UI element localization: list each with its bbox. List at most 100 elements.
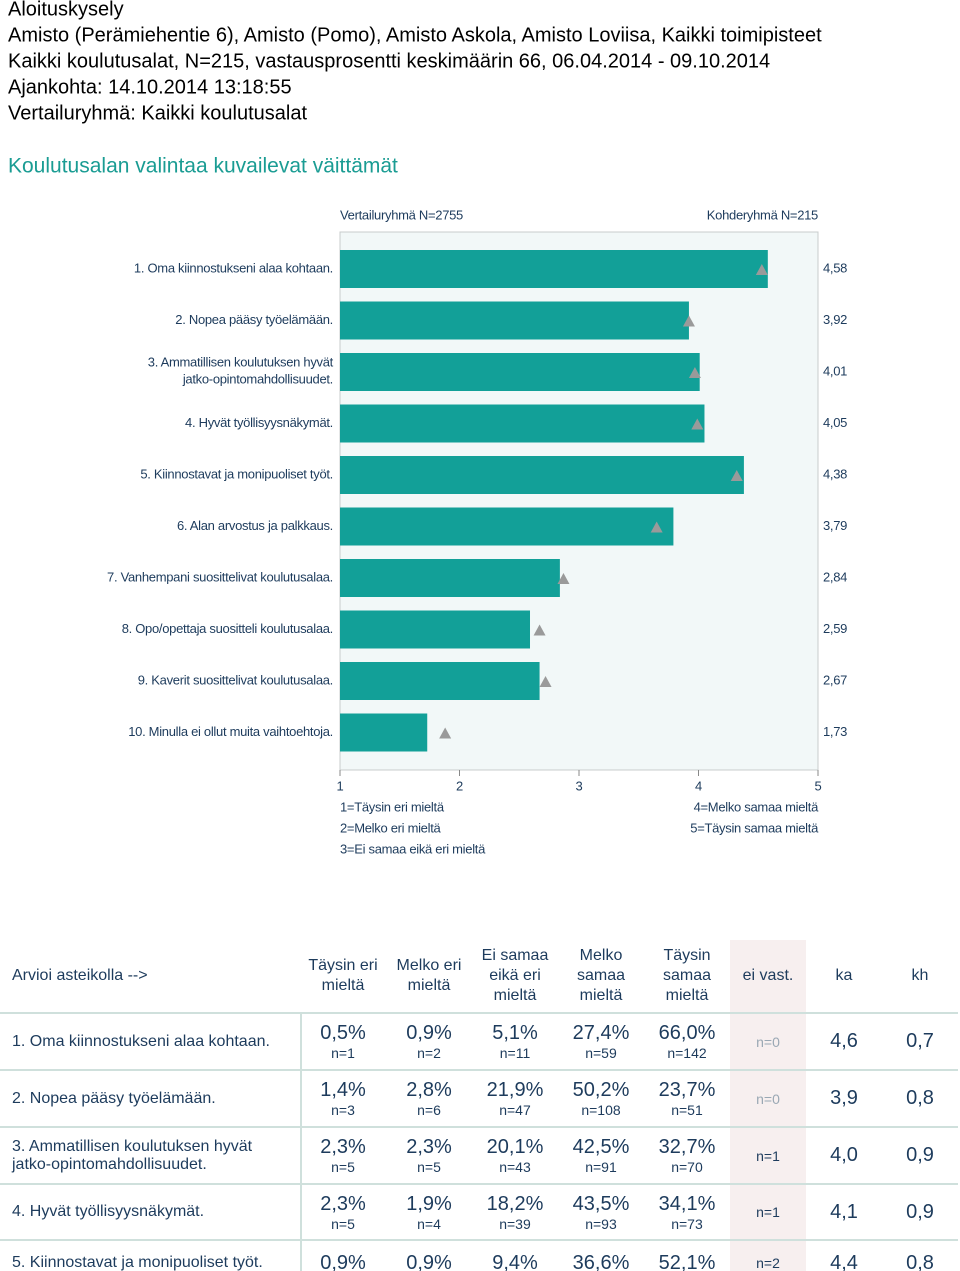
row-label: 1. Oma kiinnostukseni alaa kohtaan. bbox=[0, 1014, 302, 1069]
percentage: 52,1% bbox=[658, 1251, 716, 1271]
legend-label: Kohderyhmä N=215 bbox=[707, 207, 818, 222]
count: n=1 bbox=[331, 1045, 355, 1061]
answer-cell: 2,3% n=5 bbox=[300, 1128, 386, 1183]
column-header: ei vast. bbox=[742, 967, 794, 984]
bar bbox=[340, 713, 428, 752]
count: n=4 bbox=[417, 1215, 441, 1232]
percentage: 1,4% bbox=[320, 1079, 366, 1101]
percentage: 42,5% bbox=[572, 1136, 630, 1158]
no-answer: n=1 bbox=[756, 1204, 780, 1220]
value-label: 1,73 bbox=[823, 724, 847, 739]
percentage: 0,9% bbox=[320, 1251, 366, 1271]
std-dev: 0,9 bbox=[906, 1144, 934, 1166]
value-label: 2,67 bbox=[823, 672, 847, 687]
column-header: Täysin samaa mieltä bbox=[662, 947, 712, 1004]
value-label: 3,92 bbox=[823, 312, 847, 327]
column-header: Täysin eri mieltä bbox=[308, 957, 378, 994]
percentage: 66,0% bbox=[658, 1022, 716, 1044]
scale-label: Arvioi asteikolla --> bbox=[12, 967, 148, 984]
count: n=5 bbox=[331, 1215, 355, 1232]
percentage: 21,9% bbox=[486, 1079, 544, 1101]
bar bbox=[340, 353, 700, 391]
count: n=59 bbox=[585, 1045, 617, 1061]
header-row: Arvioi asteikolla --> Täysin eri mieltä Me… bbox=[0, 940, 958, 1014]
comparison-marker bbox=[682, 315, 695, 327]
answer-cell: 23,7% n=51 bbox=[644, 1071, 730, 1126]
answer-cell: 52,1% bbox=[644, 1241, 730, 1271]
value-label: 2,84 bbox=[823, 569, 847, 584]
count: n=47 bbox=[499, 1102, 531, 1118]
percentage: 2,8% bbox=[406, 1079, 452, 1101]
bar bbox=[340, 456, 744, 494]
scale-legend: 5=Täysin samaa mieltä bbox=[690, 820, 819, 835]
percentage: 20,1% bbox=[486, 1136, 544, 1158]
percentage: 27,4% bbox=[572, 1022, 630, 1044]
answer-cell: 34,1% n=73 bbox=[644, 1185, 730, 1239]
x-tick-label: 3 bbox=[576, 778, 583, 793]
percentage: 2,3% bbox=[406, 1136, 452, 1158]
column-header: Ei samaa eikä eri mieltä bbox=[481, 947, 549, 1004]
scale-legend: 2=Melko eri mieltä bbox=[340, 820, 442, 835]
no-answer: n=0 bbox=[756, 1033, 780, 1050]
answer-cell: 32,7% n=70 bbox=[644, 1128, 730, 1183]
column-header: kh bbox=[911, 967, 929, 984]
answer-cell: 50,2% n=108 bbox=[558, 1071, 644, 1126]
row-label: 3. Ammatillisen koulutuksen hyvät jatko-… bbox=[0, 1128, 302, 1183]
percentage: 2,3% bbox=[320, 1192, 366, 1215]
percentage: 43,5% bbox=[572, 1192, 630, 1215]
category-label: 9. Kaverit suosittelivat koulutusalaa. bbox=[138, 672, 333, 687]
count: n=51 bbox=[671, 1102, 703, 1118]
scale-legend: 3=Ei samaa eikä eri mieltä bbox=[340, 841, 486, 856]
count: n=3 bbox=[331, 1102, 355, 1118]
bar bbox=[340, 662, 540, 700]
column-header: Melko eri mieltä bbox=[396, 957, 462, 994]
answer-cell: 2,3% n=5 bbox=[300, 1185, 386, 1239]
answer-cell: 2,3% n=5 bbox=[386, 1128, 472, 1183]
comparison-marker bbox=[730, 470, 743, 481]
category-label: 7. Vanhempani suosittelivat koulutusalaa… bbox=[107, 569, 333, 584]
column-header: ka bbox=[835, 967, 853, 984]
percentage: 9,4% bbox=[492, 1251, 538, 1271]
answer-cell: 21,9% n=47 bbox=[472, 1071, 558, 1126]
value-label: 4,38 bbox=[823, 466, 847, 481]
count: n=5 bbox=[417, 1159, 441, 1175]
count: n=5 bbox=[331, 1159, 355, 1175]
count: n=6 bbox=[417, 1102, 441, 1118]
category-label: 10. Minulla ei ollut muita vaihtoehtoja. bbox=[128, 724, 333, 739]
comparison-marker bbox=[533, 624, 546, 636]
scale-legend: 4=Melko samaa mieltä bbox=[694, 799, 819, 814]
no-answer: n=1 bbox=[756, 1147, 780, 1164]
answer-cell: 1,9% n=4 bbox=[386, 1185, 472, 1239]
answer-cell: 0,5% n=1 bbox=[300, 1014, 386, 1069]
answer-cell: 66,0% n=142 bbox=[644, 1014, 730, 1069]
percentage: 18,2% bbox=[486, 1192, 544, 1215]
no-answer-column-bg bbox=[730, 940, 806, 1271]
percentage: 0,9% bbox=[406, 1251, 452, 1271]
header-line: Kaikki koulutusalat, N=215, vastausprose… bbox=[8, 50, 770, 72]
count: n=108 bbox=[581, 1102, 621, 1118]
comparison-marker bbox=[650, 521, 663, 533]
percentage: 32,7% bbox=[658, 1136, 716, 1158]
percentage: 23,7% bbox=[658, 1079, 716, 1101]
percentage: 1,9% bbox=[406, 1192, 452, 1215]
table-row: 4. Hyvät työllisyysnäkymät. 2,3% n=5 1,9% n=… bbox=[0, 1185, 958, 1241]
category-label: 2. Nopea pääsy työelämään. bbox=[175, 312, 333, 327]
row-label: 2. Nopea pääsy työelämään. bbox=[0, 1071, 302, 1126]
std-dev: 0,9 bbox=[906, 1200, 934, 1223]
bar bbox=[340, 250, 768, 288]
count: n=91 bbox=[585, 1159, 617, 1175]
value-label: 4,05 bbox=[823, 415, 847, 430]
value-label: 2,59 bbox=[823, 621, 847, 636]
mean: 4,1 bbox=[830, 1200, 858, 1223]
count: n=11 bbox=[499, 1045, 531, 1061]
section-title: Koulutusalan valintaa kuvailevat väittäm… bbox=[8, 155, 398, 178]
value-label: 3,79 bbox=[823, 518, 847, 533]
comparison-marker bbox=[755, 264, 768, 275]
category-label: 6. Alan arvostus ja palkkaus. bbox=[177, 518, 333, 533]
x-tick-label: 2 bbox=[456, 778, 463, 793]
table-row: 1. Oma kiinnostukseni alaa kohtaan. 0,5% n… bbox=[0, 1014, 958, 1071]
header-line: Ajankohta: 14.10.2014 13:18:55 bbox=[8, 76, 292, 98]
category-label: 4. Hyvät työllisyysnäkymät. bbox=[185, 415, 333, 430]
